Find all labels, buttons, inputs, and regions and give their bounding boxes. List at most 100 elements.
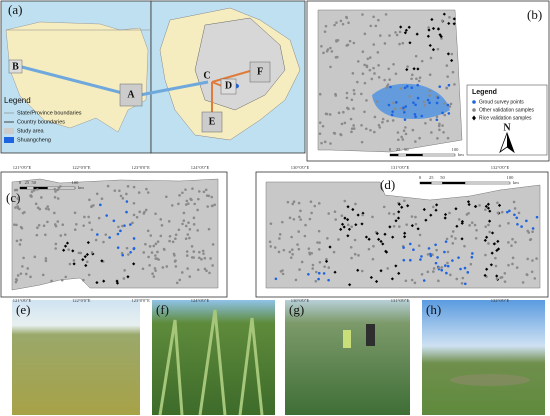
other-sample: [318, 92, 322, 96]
other-sample: [440, 37, 443, 40]
survey-point: [508, 209, 511, 213]
other-sample: [198, 250, 201, 254]
other-sample: [353, 92, 356, 96]
other-sample: [146, 229, 150, 233]
other-sample: [363, 110, 366, 114]
other-sample: [95, 192, 99, 196]
box-label: C: [203, 70, 210, 81]
other-sample: [507, 263, 510, 267]
other-sample: [187, 221, 190, 224]
legend-item: Country boundaries: [17, 119, 65, 125]
other-sample: [197, 197, 200, 201]
other-sample: [73, 228, 77, 231]
other-sample: [192, 216, 196, 220]
survey-point: [447, 83, 451, 87]
other-sample: [507, 221, 510, 225]
other-sample: [196, 208, 199, 212]
other-sample: [353, 238, 357, 242]
other-sample: [373, 72, 376, 75]
legend-item: Groud survey points: [479, 99, 524, 105]
other-sample: [19, 238, 23, 242]
other-sample: [182, 211, 186, 215]
other-sample: [381, 120, 384, 124]
scale-label: 100: [72, 180, 80, 185]
other-sample: [345, 96, 349, 100]
other-sample: [494, 256, 497, 260]
other-sample: [325, 257, 328, 261]
scale-unit: km: [513, 180, 519, 185]
rice-sample: [452, 17, 456, 21]
other-sample: [526, 257, 529, 261]
other-sample: [205, 269, 208, 273]
other-sample: [46, 220, 49, 224]
other-sample: [347, 21, 350, 24]
rice-sample: [339, 227, 343, 231]
rice-sample: [132, 262, 136, 266]
other-sample: [411, 128, 415, 132]
other-sample: [379, 34, 382, 37]
panel-b: (b) Legend Groud survey points Other val…: [306, 0, 550, 162]
survey-point: [444, 240, 448, 243]
rice-sample: [460, 219, 465, 224]
other-sample: [100, 197, 104, 201]
coordinate-label: 124°0'0"E: [191, 165, 210, 170]
survey-point: [422, 279, 426, 282]
other-sample: [350, 127, 354, 130]
other-sample: [131, 221, 134, 225]
other-sample: [162, 247, 166, 251]
other-sample: [473, 223, 477, 227]
other-sample: [125, 192, 128, 196]
other-sample: [436, 137, 439, 140]
rice-sample: [367, 237, 371, 241]
other-sample: [152, 275, 156, 278]
survey-point: [416, 83, 419, 87]
other-sample: [44, 259, 48, 263]
other-sample: [386, 83, 390, 86]
other-sample: [154, 242, 158, 246]
other-sample: [431, 205, 435, 209]
other-sample: [398, 225, 401, 228]
other-sample: [363, 81, 367, 85]
other-sample: [414, 140, 417, 143]
other-sample: [365, 99, 368, 102]
other-sample: [125, 246, 129, 250]
other-sample: [372, 244, 375, 248]
other-sample: [23, 211, 26, 214]
other-sample: [18, 243, 22, 246]
other-sample: [510, 244, 513, 247]
other-sample: [461, 276, 465, 280]
other-sample: [343, 199, 347, 203]
other-sample: [391, 119, 395, 122]
rice-sample: [443, 212, 448, 217]
survey-point: [416, 96, 420, 100]
other-sample: [526, 229, 530, 233]
other-sample: [470, 221, 474, 224]
other-sample: [369, 128, 372, 132]
other-sample: [365, 64, 369, 68]
other-sample: [132, 213, 136, 217]
other-sample: [14, 280, 18, 284]
study-area: [317, 9, 463, 153]
other-sample: [188, 228, 192, 231]
coordinate-label: 121°0'0"E: [13, 298, 32, 303]
other-sample: [517, 211, 521, 215]
survey-point: [327, 278, 330, 282]
survey-point: [317, 277, 320, 281]
other-sample: [118, 189, 121, 193]
other-sample: [297, 230, 301, 233]
other-sample: [418, 233, 422, 237]
rice-sample: [390, 277, 394, 281]
other-sample: [323, 140, 327, 144]
other-sample: [56, 188, 59, 192]
other-sample: [463, 244, 466, 248]
other-sample: [180, 271, 184, 274]
rice-sample: [492, 242, 496, 246]
other-sample: [445, 86, 448, 90]
other-sample: [44, 207, 48, 210]
other-sample: [370, 77, 374, 81]
other-sample: [455, 277, 459, 281]
coordinate-label: 122°0'0"E: [72, 165, 91, 170]
study-area: [11, 178, 219, 291]
other-sample: [352, 107, 355, 110]
